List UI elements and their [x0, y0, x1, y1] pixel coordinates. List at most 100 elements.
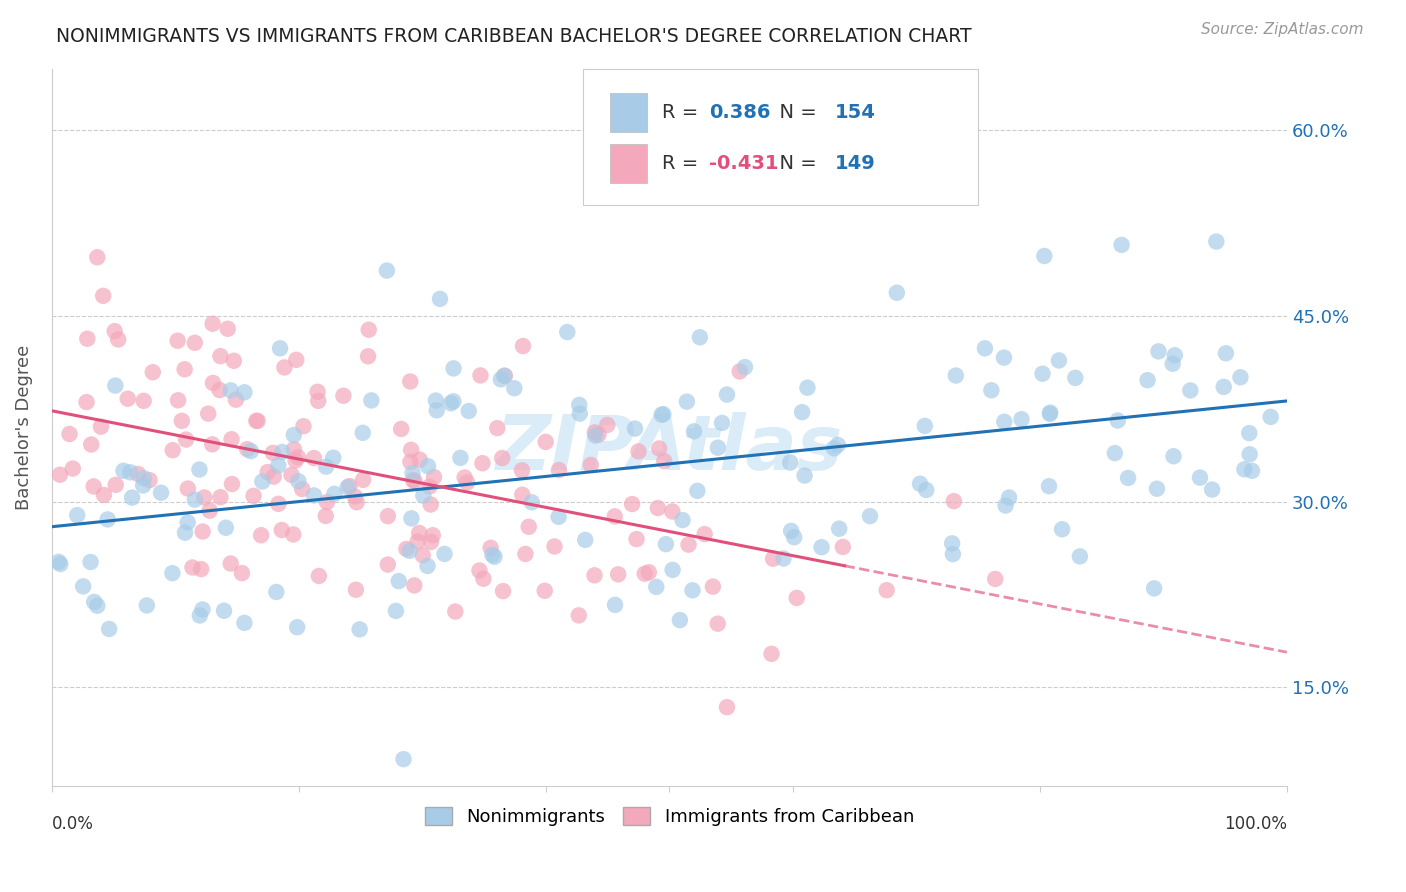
- Point: [786, 591, 808, 605]
- Point: [915, 483, 938, 497]
- Point: [287, 474, 309, 488]
- Point: [471, 456, 494, 470]
- Point: [209, 349, 232, 363]
- Point: [246, 414, 269, 428]
- Point: [150, 485, 173, 500]
- Point: [392, 752, 415, 766]
- Point: [167, 393, 190, 408]
- Point: [399, 375, 422, 389]
- Point: [908, 476, 931, 491]
- Point: [269, 341, 291, 355]
- Point: [406, 534, 429, 549]
- Point: [468, 564, 491, 578]
- Point: [706, 616, 728, 631]
- Point: [1239, 426, 1261, 441]
- Point: [420, 534, 443, 549]
- Point: [1033, 249, 1056, 263]
- Point: [250, 528, 273, 542]
- Text: ZIPAtlas: ZIPAtlas: [495, 412, 844, 486]
- Point: [484, 549, 506, 564]
- Point: [859, 509, 882, 524]
- Point: [401, 466, 423, 480]
- Point: [197, 407, 219, 421]
- Point: [1039, 406, 1062, 420]
- Text: 149: 149: [835, 154, 876, 173]
- Text: R =: R =: [662, 154, 704, 173]
- Point: [121, 491, 143, 505]
- Point: [443, 361, 465, 376]
- Point: [1240, 464, 1263, 478]
- Legend: Nonimmigrants, Immigrants from Caribbean: Nonimmigrants, Immigrants from Caribbean: [416, 797, 922, 835]
- Point: [994, 499, 1017, 513]
- Point: [441, 394, 464, 409]
- Point: [209, 490, 232, 504]
- Point: [533, 583, 555, 598]
- Point: [671, 513, 693, 527]
- Point: [339, 479, 361, 493]
- Point: [49, 557, 72, 571]
- Point: [132, 393, 155, 408]
- Point: [201, 317, 224, 331]
- Point: [647, 501, 669, 516]
- Point: [707, 441, 730, 455]
- Point: [761, 647, 783, 661]
- Text: R =: R =: [662, 103, 704, 122]
- Point: [404, 474, 426, 488]
- Point: [283, 442, 305, 457]
- Point: [481, 548, 503, 562]
- Point: [404, 578, 426, 592]
- Point: [191, 602, 214, 616]
- Point: [212, 604, 235, 618]
- Point: [1180, 384, 1202, 398]
- Point: [198, 503, 221, 517]
- Point: [588, 427, 610, 442]
- Point: [217, 322, 239, 336]
- Point: [574, 533, 596, 547]
- Point: [827, 438, 849, 452]
- Point: [62, 461, 84, 475]
- Point: [661, 504, 683, 518]
- Point: [1104, 446, 1126, 460]
- Point: [1163, 449, 1185, 463]
- Point: [323, 487, 346, 501]
- Point: [583, 428, 606, 442]
- Text: NONIMMIGRANTS VS IMMIGRANTS FROM CARIBBEAN BACHELOR'S DEGREE CORRELATION CHART: NONIMMIGRANTS VS IMMIGRANTS FROM CARIBBE…: [56, 27, 972, 45]
- Point: [142, 365, 165, 379]
- Point: [104, 378, 127, 392]
- Point: [942, 547, 965, 561]
- Point: [762, 551, 785, 566]
- Point: [568, 608, 591, 623]
- Point: [58, 426, 80, 441]
- Point: [1201, 483, 1223, 497]
- Point: [72, 579, 94, 593]
- Point: [716, 387, 738, 401]
- Point: [780, 524, 803, 538]
- Point: [377, 558, 399, 572]
- Point: [93, 488, 115, 502]
- Point: [1161, 357, 1184, 371]
- Point: [1233, 462, 1256, 476]
- Point: [661, 563, 683, 577]
- Point: [711, 416, 734, 430]
- Point: [242, 489, 264, 503]
- Point: [283, 527, 305, 541]
- Point: [263, 469, 285, 483]
- Point: [408, 525, 430, 540]
- Point: [810, 540, 832, 554]
- Point: [693, 527, 716, 541]
- Point: [993, 415, 1015, 429]
- Point: [941, 536, 963, 550]
- Point: [568, 398, 591, 412]
- Point: [231, 566, 253, 581]
- Point: [423, 470, 446, 484]
- Point: [425, 393, 447, 408]
- Text: -0.431: -0.431: [709, 154, 779, 173]
- Point: [547, 509, 569, 524]
- Point: [352, 473, 374, 487]
- Point: [486, 421, 509, 435]
- Point: [245, 414, 267, 428]
- Point: [1212, 380, 1234, 394]
- Point: [479, 541, 502, 555]
- Point: [669, 613, 692, 627]
- Point: [166, 334, 188, 348]
